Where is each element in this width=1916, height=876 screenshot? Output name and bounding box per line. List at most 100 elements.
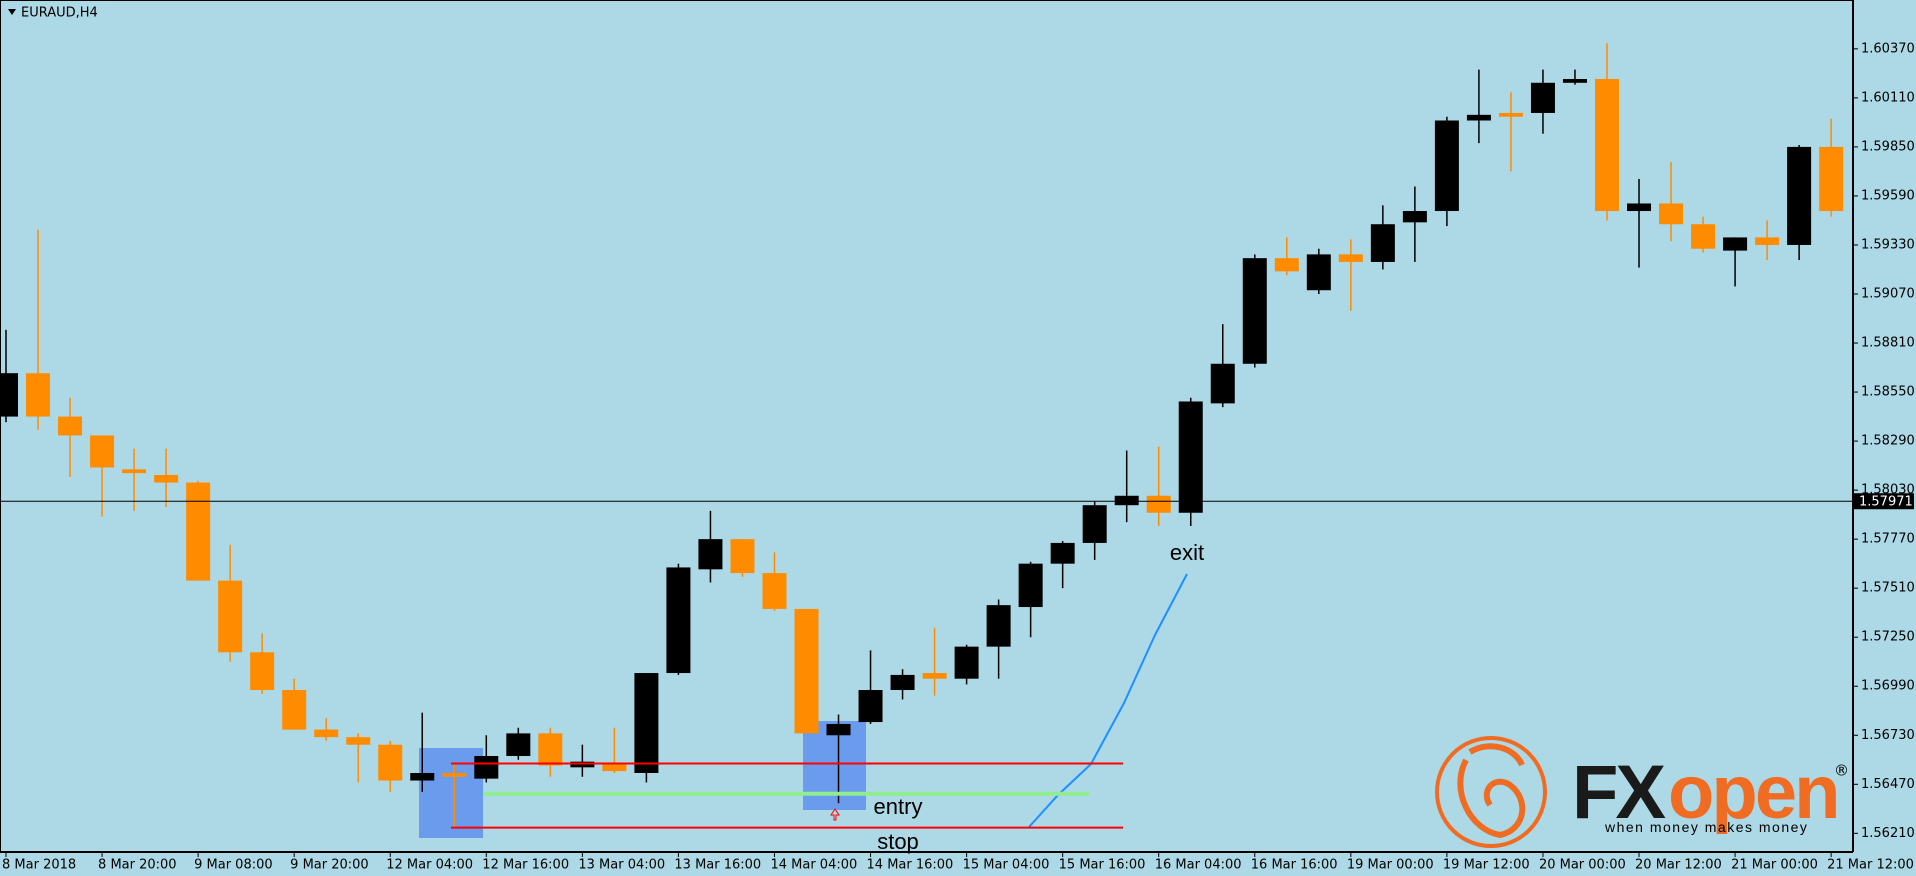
candle-body bbox=[1755, 237, 1780, 245]
y-tick-label: 1.56730 bbox=[1861, 728, 1915, 743]
candle-body bbox=[1178, 401, 1203, 513]
candle-body bbox=[730, 539, 755, 574]
candle-body bbox=[538, 733, 563, 766]
candle-body bbox=[1530, 82, 1555, 113]
candle-body bbox=[282, 690, 307, 730]
x-tick-label: 13 Mar 04:00 bbox=[578, 858, 665, 873]
y-tick-label: 1.59590 bbox=[1861, 188, 1915, 203]
candle-body bbox=[1402, 211, 1427, 223]
candle-body bbox=[1242, 258, 1267, 364]
logo-light: open bbox=[1668, 750, 1838, 835]
candle-body bbox=[58, 416, 83, 436]
current-price-label: 1.57971 bbox=[1859, 495, 1913, 510]
x-tick-label: 15 Mar 04:00 bbox=[963, 858, 1050, 873]
candle-body bbox=[1498, 112, 1523, 117]
candle-body bbox=[1787, 146, 1812, 245]
logo-registered: ® bbox=[1834, 762, 1849, 780]
annotation: exit bbox=[1170, 540, 1204, 565]
x-tick-label: 21 Mar 00:00 bbox=[1731, 858, 1818, 873]
candle-body bbox=[378, 744, 403, 781]
candle-body bbox=[1082, 505, 1107, 543]
x-tick-label: 9 Mar 08:00 bbox=[194, 858, 273, 873]
x-tick-label: 19 Mar 12:00 bbox=[1443, 858, 1530, 873]
x-tick-label: 8 Mar 2018 bbox=[2, 858, 76, 873]
candle-body bbox=[154, 475, 179, 483]
candle-body bbox=[314, 729, 339, 738]
y-tick-label: 1.60370 bbox=[1861, 41, 1915, 56]
x-tick-label: 20 Mar 12:00 bbox=[1635, 858, 1722, 873]
logo: FX open ® when money makes money bbox=[1435, 736, 1849, 848]
candle-body bbox=[1274, 258, 1299, 272]
y-tick-label: 1.56470 bbox=[1861, 777, 1915, 792]
candle-body bbox=[250, 652, 275, 691]
candle-body bbox=[442, 772, 467, 777]
candle-body bbox=[1050, 542, 1075, 564]
y-tick-label: 1.57250 bbox=[1861, 630, 1915, 645]
x-tick-label: 19 Mar 00:00 bbox=[1347, 858, 1434, 873]
y-tick-label: 1.57510 bbox=[1861, 581, 1915, 596]
candle-body bbox=[1659, 203, 1684, 225]
x-tick-label: 14 Mar 16:00 bbox=[867, 858, 954, 873]
candle-body bbox=[1723, 237, 1748, 251]
x-tick-label: 20 Mar 00:00 bbox=[1539, 858, 1626, 873]
y-tick-label: 1.58550 bbox=[1861, 385, 1915, 400]
candle-body bbox=[1691, 224, 1716, 249]
chart-title: EURAUD,H4 bbox=[21, 6, 98, 21]
highlight-zone bbox=[419, 748, 483, 838]
x-tick-label: 12 Mar 16:00 bbox=[482, 858, 569, 873]
candle-body bbox=[1338, 254, 1363, 262]
candle-body bbox=[1627, 203, 1652, 212]
candle-body bbox=[410, 772, 435, 781]
x-tick-label: 16 Mar 16:00 bbox=[1251, 858, 1338, 873]
candle-body bbox=[346, 737, 371, 745]
candle-body bbox=[1114, 495, 1139, 506]
x-tick-label: 8 Mar 20:00 bbox=[98, 858, 177, 873]
candle-body bbox=[602, 763, 627, 772]
x-tick-label: 13 Mar 16:00 bbox=[674, 858, 761, 873]
candle-body bbox=[1210, 363, 1235, 404]
candle-body bbox=[186, 482, 211, 581]
candle-body bbox=[922, 673, 947, 679]
candle-body bbox=[794, 608, 819, 734]
plot-frame bbox=[0, 0, 1853, 852]
candle-body bbox=[986, 605, 1011, 647]
annotation: stop bbox=[877, 829, 919, 854]
logo-bull bbox=[1457, 743, 1526, 839]
exit-path bbox=[1028, 573, 1188, 828]
candle-body bbox=[634, 673, 659, 773]
candle-body bbox=[762, 573, 787, 609]
x-tick-label: 16 Mar 04:00 bbox=[1155, 858, 1242, 873]
x-tick-label: 15 Mar 16:00 bbox=[1059, 858, 1146, 873]
y-tick-label: 1.57770 bbox=[1861, 532, 1915, 547]
candle-body bbox=[698, 539, 723, 570]
x-tick-label: 12 Mar 04:00 bbox=[386, 858, 473, 873]
candle-body bbox=[506, 733, 531, 757]
candle-body bbox=[1146, 495, 1171, 513]
candle-body bbox=[122, 469, 147, 474]
candle-body bbox=[1466, 114, 1491, 121]
candle-body bbox=[1595, 79, 1619, 212]
y-tick-label: 1.59070 bbox=[1861, 286, 1915, 301]
entry-arrow bbox=[830, 808, 840, 821]
candle-body bbox=[0, 373, 18, 417]
y-tick-label: 1.56210 bbox=[1861, 826, 1915, 841]
candle-body bbox=[1306, 254, 1331, 291]
current-price-box bbox=[1854, 493, 1914, 510]
candle-body bbox=[90, 435, 115, 468]
candle-body bbox=[826, 723, 851, 736]
candle-body bbox=[1562, 79, 1587, 83]
menu-triangle bbox=[8, 9, 16, 15]
annotation: entry bbox=[874, 794, 923, 819]
candle-body bbox=[1434, 120, 1459, 212]
y-tick-label: 1.59850 bbox=[1861, 139, 1915, 154]
candle-body bbox=[858, 690, 883, 723]
candle-body bbox=[1018, 563, 1043, 608]
candle-body bbox=[474, 756, 499, 779]
logo-ring bbox=[1435, 736, 1547, 848]
x-tick-label: 21 Mar 12:00 bbox=[1827, 858, 1914, 873]
logo-dark: FX bbox=[1572, 750, 1666, 835]
y-tick-label: 1.56990 bbox=[1861, 679, 1915, 694]
